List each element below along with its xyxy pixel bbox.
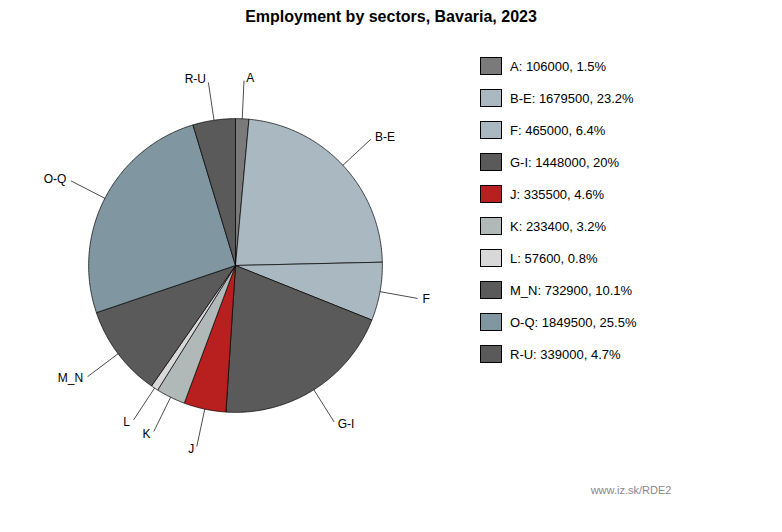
svg-text:J: J [188,442,194,456]
html-text:www.iz.sk/RDE2: www.iz.sk/RDE2 [590,484,672,496]
html-text:M_N: 732900, 10.1%: M_N: 732900, 10.1% [510,282,633,298]
svg-text:R-U: R-U [185,72,206,86]
svg-text:A: A [246,71,254,85]
html-text:J: 335500, 4.6%: J: 335500, 4.6% [510,186,604,202]
html-text:F: 465000, 6.4%: F: 465000, 6.4% [510,122,606,138]
svg-text:B-E: B-E [375,130,395,144]
svg-text:M_N: M_N [58,371,83,385]
svg-text:F: F [422,292,429,306]
html-text:K: 233400, 3.2%: K: 233400, 3.2% [510,218,607,234]
svg-text:G-I: G-I [338,417,355,431]
html-text:O-Q: 1849500, 25.5%: O-Q: 1849500, 25.5% [510,314,637,330]
svg-text:L: L [123,415,130,429]
svg-text:K: K [142,427,150,441]
html-text:G-I: 1448000, 20%: G-I: 1448000, 20% [510,154,620,170]
html-text:B-E: 1679500, 23.2%: B-E: 1679500, 23.2% [510,90,634,106]
html-text:L: 57600, 0.8%: L: 57600, 0.8% [510,250,598,266]
html-text:R-U: 339000, 4.7%: R-U: 339000, 4.7% [510,346,621,362]
html-text:Employment by sectors, Bavaria: Employment by sectors, Bavaria, 2023 [245,8,537,25]
html-text:A: 106000, 1.5%: A: 106000, 1.5% [510,58,607,74]
svg-text:O-Q: O-Q [44,172,67,186]
